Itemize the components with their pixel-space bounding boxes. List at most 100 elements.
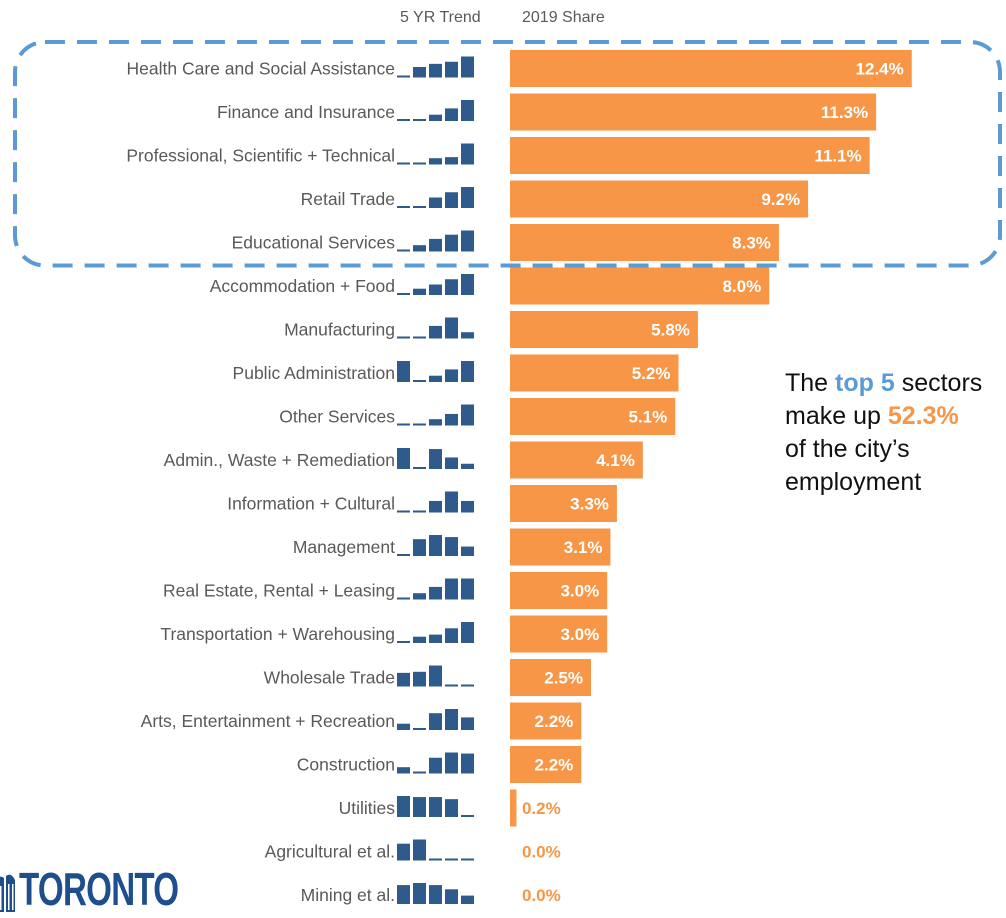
value-label: 2.5% — [544, 669, 583, 688]
trend-bar — [461, 895, 474, 904]
trend-bar — [397, 423, 410, 426]
trend-bar — [397, 885, 410, 904]
share-bar — [510, 398, 676, 435]
trend-bar — [429, 885, 442, 904]
share-bar — [510, 485, 617, 522]
trend-bar — [461, 858, 474, 861]
trend-bar — [461, 274, 474, 295]
value-label: 8.0% — [722, 277, 761, 296]
category-label: Agricultural et al. — [265, 842, 395, 862]
category-label: Other Services — [279, 407, 395, 427]
trend-bar — [445, 858, 458, 861]
trend-bar — [413, 883, 426, 904]
share-bar — [510, 267, 770, 305]
value-label: 12.4% — [856, 60, 904, 79]
share-bar — [510, 50, 912, 87]
trend-bar — [445, 369, 458, 382]
callout-text-3: sectors — [894, 369, 983, 397]
trend-bar — [397, 361, 410, 382]
trend-bar — [429, 500, 442, 513]
value-label: 0.0% — [522, 843, 561, 862]
trend-bar — [429, 535, 442, 556]
trend-bar — [413, 380, 426, 382]
top5-highlight-box — [13, 40, 1002, 268]
trend-bar — [461, 546, 474, 556]
logo-text: TORONTO — [19, 863, 179, 915]
trend-bar — [445, 537, 458, 556]
trend-bar — [445, 108, 458, 121]
trend-bar — [397, 336, 410, 339]
trend-bar — [445, 889, 458, 904]
trend-bar — [461, 361, 474, 382]
trend-bar — [429, 757, 442, 774]
trend-bar — [445, 578, 458, 600]
trend-bar — [429, 634, 442, 643]
trend-bar — [429, 797, 442, 817]
value-label: 3.0% — [560, 582, 599, 601]
value-label: 5.2% — [632, 364, 671, 383]
callout-text-6: of the city’s — [785, 435, 910, 463]
trend-bar — [413, 336, 426, 339]
trend-bar — [461, 684, 474, 687]
trend-bar — [461, 578, 474, 600]
trend-bar — [397, 597, 410, 600]
trend-bar — [429, 419, 442, 426]
share-bar — [510, 224, 779, 261]
category-label: Public Administration — [233, 363, 395, 383]
trend-bar — [461, 56, 474, 78]
trend-bar — [429, 197, 442, 208]
trend-bar — [429, 238, 442, 252]
trend-bar — [413, 288, 426, 295]
category-label: Health Care and Social Assistance — [127, 59, 395, 79]
share-bar — [510, 615, 608, 653]
value-label: 4.1% — [596, 451, 635, 470]
category-label: Construction — [297, 755, 395, 775]
category-label: Retail Trade — [301, 189, 395, 209]
value-label: 3.1% — [564, 538, 603, 557]
trend-bar — [413, 636, 426, 643]
trend-bar — [413, 67, 426, 78]
value-label: 0.0% — [522, 886, 561, 905]
trend-bar — [445, 457, 458, 469]
trend-bar — [461, 100, 474, 121]
trend-bar — [445, 157, 458, 165]
trend-bar — [429, 713, 442, 730]
category-label: Information + Cultural — [227, 494, 395, 514]
trend-bar — [445, 317, 458, 339]
value-label: 3.3% — [570, 495, 609, 514]
share-bar — [510, 702, 582, 740]
category-label: Transportation + Warehousing — [160, 624, 395, 644]
trend-bar — [461, 500, 474, 513]
category-label: Arts, Entertainment + Recreation — [141, 711, 395, 731]
callout-text-1: The — [785, 369, 836, 397]
top5-callout: The top 5 sectors make up 52.3% of the c… — [785, 367, 982, 499]
trend-bar — [397, 767, 410, 774]
trend-bar — [413, 245, 426, 252]
trend-bar — [397, 206, 410, 208]
trend-column-header: 5 YR Trend — [400, 9, 481, 26]
trend-bar — [461, 463, 474, 469]
trend-bar — [429, 858, 442, 861]
trend-bar — [397, 554, 410, 556]
trend-bar — [413, 119, 426, 121]
trend-bar — [397, 249, 410, 252]
trend-bar — [429, 449, 442, 469]
category-label: Finance and Insurance — [217, 102, 395, 122]
category-label: Real Estate, Rental + Leasing — [163, 581, 395, 601]
category-label: Accommodation + Food — [210, 276, 395, 296]
trend-bar — [397, 119, 410, 121]
trend-bar — [429, 284, 442, 295]
share-bar — [510, 789, 517, 827]
trend-bar — [461, 753, 474, 774]
trend-bar — [461, 187, 474, 208]
trend-bar — [429, 375, 442, 382]
callout-top5: top 5 — [835, 369, 895, 397]
trend-bar — [429, 325, 442, 339]
category-label: Educational Services — [232, 233, 396, 253]
callout-percent: 52.3% — [887, 402, 959, 430]
trend-bar — [461, 717, 474, 730]
callout-text-7: employment — [785, 468, 922, 496]
trend-bar — [413, 423, 426, 426]
trend-bar — [445, 192, 458, 208]
